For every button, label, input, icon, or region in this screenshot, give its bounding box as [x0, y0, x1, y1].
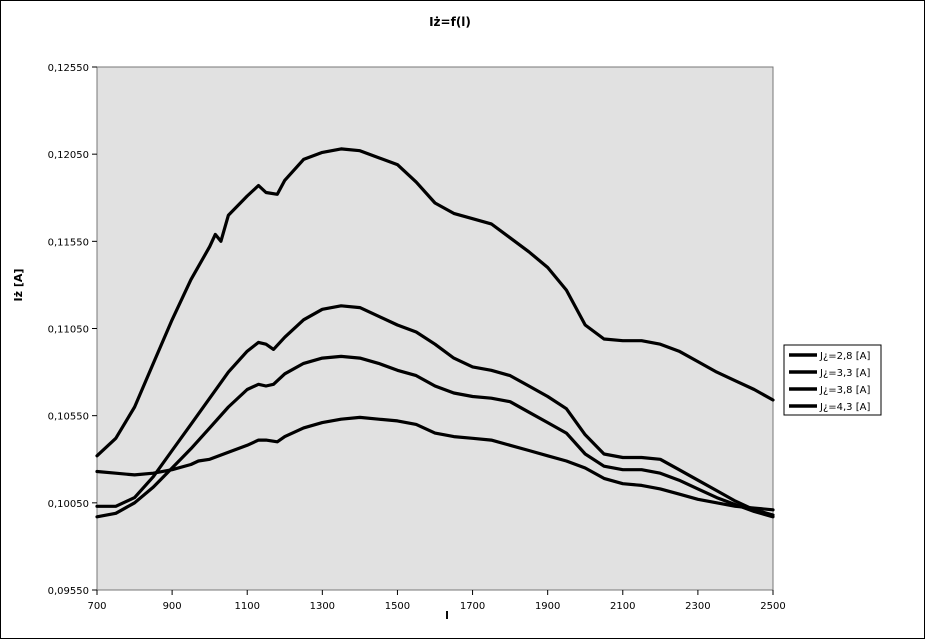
y-tick-label: 0,12550 — [48, 63, 89, 74]
legend: J¿=2,8 [A] J¿=3,3 [A] J¿=3,8 [A] J¿=4,3 [A] — [783, 344, 882, 416]
x-tick-label: 700 — [87, 601, 106, 612]
x-tick-label: 1700 — [460, 601, 485, 612]
x-axis-ticks: 700 900 1100 1300 1500 1700 1900 2100 2300 2500 — [87, 590, 786, 612]
legend-label: J¿=4,3 [A] — [819, 402, 870, 413]
legend-box — [783, 344, 882, 416]
series-line-1 — [95, 147, 775, 458]
y-tick-label: 0,11050 — [48, 325, 89, 336]
y-tick-label: 0,11550 — [48, 237, 89, 248]
series-line-3 — [95, 354, 775, 519]
legend-label: J¿=3,3 [A] — [819, 368, 870, 379]
series-line-2 — [95, 304, 775, 517]
series-lines — [95, 147, 775, 519]
series-line-4 — [95, 415, 775, 512]
y-axis-ticks: 0,09550 0,10050 0,10550 0,11050 0,11550 0,120… — [48, 63, 97, 597]
x-tick-label: 1900 — [535, 601, 560, 612]
plot-area — [96, 66, 774, 591]
x-axis-title: l — [445, 609, 449, 622]
legend-label: J¿=3,8 [A] — [819, 385, 870, 396]
x-tick-label: 1500 — [385, 601, 410, 612]
chart-title: Iż=f(l) — [429, 15, 471, 29]
y-tick-label: 0,12050 — [48, 150, 89, 161]
x-tick-label: 2500 — [760, 601, 785, 612]
y-tick-label: 0,10050 — [48, 499, 89, 510]
x-tick-label: 1100 — [234, 601, 259, 612]
legend-label: J¿=2,8 [A] — [819, 351, 870, 362]
y-axis-title: Iż [A] — [12, 269, 25, 302]
x-tick-label: 900 — [163, 601, 182, 612]
x-tick-label: 2100 — [610, 601, 635, 612]
x-tick-label: 2300 — [685, 601, 710, 612]
y-tick-label: 0,09550 — [48, 586, 89, 597]
x-tick-label: 1300 — [310, 601, 335, 612]
y-tick-label: 0,10550 — [48, 412, 89, 423]
